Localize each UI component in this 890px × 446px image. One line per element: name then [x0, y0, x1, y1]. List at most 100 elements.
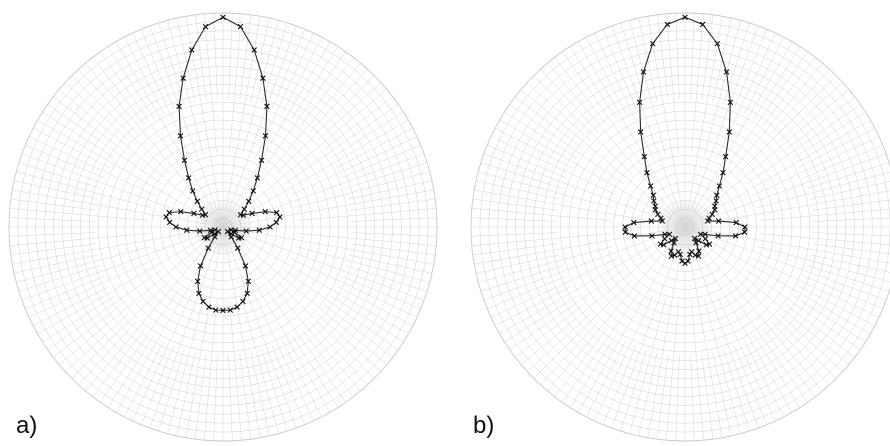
grid-spoke: [499, 235, 671, 335]
data-point-marker: [201, 234, 208, 241]
grid-spoke: [53, 305, 122, 358]
data-point-marker: [196, 290, 202, 297]
data-point-marker: [697, 231, 704, 238]
grid-spoke: [695, 239, 823, 392]
grid-spoke: [239, 14, 252, 100]
data-point-marker: [166, 219, 173, 226]
grid-spoke: [515, 305, 584, 358]
data-point-marker: [194, 278, 201, 285]
data-point-marker: [668, 237, 675, 244]
data-point-marker: [212, 307, 219, 313]
data-point-marker: [679, 258, 685, 264]
grid-spoke: [472, 198, 558, 211]
grid-spoke: [810, 181, 890, 200]
data-point-marker: [235, 235, 242, 241]
grid-spoke: [250, 352, 270, 436]
grid-spoke: [763, 57, 816, 126]
grid-spoke: [629, 20, 666, 155]
grid-spoke: [737, 279, 837, 379]
grid-spoke: [254, 294, 314, 422]
grid-spoke: [71, 75, 171, 175]
grid-spoke: [480, 265, 563, 292]
data-point-marker: [197, 263, 204, 269]
grid-spoke: [562, 288, 643, 403]
data-point-marker: [205, 245, 212, 251]
grid-spoke: [691, 301, 704, 441]
grid-spoke: [554, 57, 607, 126]
grid-spoke: [295, 171, 430, 208]
grid-spoke: [620, 349, 647, 432]
data-point-marker: [243, 228, 249, 234]
data-point-marker: [191, 210, 197, 217]
grid-spoke: [487, 144, 567, 179]
grid-spoke: [611, 25, 680, 211]
data-point-marker: [189, 188, 196, 194]
grid-spoke: [752, 136, 880, 196]
grid-spoke: [204, 13, 217, 153]
grid-spoke: [100, 51, 181, 166]
grid-spoke: [228, 25, 297, 211]
grid-spoke: [701, 153, 887, 222]
grid-spoke: [42, 295, 115, 343]
grid-spoke: [115, 241, 215, 413]
grid-spoke: [687, 243, 723, 438]
origin-shadow: [195, 199, 251, 255]
grid-spoke: [132, 32, 192, 160]
data-point-marker: [244, 290, 250, 297]
grid-spoke: [242, 299, 279, 434]
grid-spoke: [345, 265, 428, 292]
grid-spoke: [803, 144, 883, 179]
data-point-marker: [273, 219, 280, 226]
grid-spoke: [527, 313, 591, 372]
grid-spoke: [701, 232, 887, 301]
grid-spoke: [290, 258, 418, 318]
data-point-marker: [262, 208, 269, 215]
grid-spoke: [803, 275, 883, 310]
grid-spoke: [324, 96, 393, 149]
grid-spoke: [483, 232, 669, 301]
grid-spoke: [92, 57, 145, 126]
data-point-marker: [651, 198, 657, 204]
data-point-marker: [185, 175, 192, 181]
grid-spoke: [752, 258, 880, 318]
grid-spoke: [480, 162, 563, 189]
data-point-marker: [180, 75, 186, 81]
grid-spoke: [476, 180, 560, 200]
grid-spoke: [499, 119, 671, 219]
grid-spoke: [167, 299, 204, 434]
grid-spoke: [21, 232, 207, 301]
data-point-marker: [183, 227, 190, 233]
data-point-marker: [245, 278, 252, 285]
data-point-marker: [202, 211, 209, 218]
grid-spoke: [12, 229, 207, 265]
grid-spoke: [149, 25, 218, 211]
data-point-marker: [228, 234, 235, 240]
data-point-marker: [713, 192, 720, 199]
grid-spoke: [733, 29, 768, 109]
data-point-marker: [640, 69, 647, 75]
grid-spoke: [602, 345, 637, 425]
grid-spoke: [515, 96, 584, 149]
grid-spoke: [331, 295, 404, 343]
grid-spoke: [290, 136, 418, 196]
grid-spoke: [757, 171, 890, 208]
grid-spoke: [693, 241, 793, 413]
grid-spoke: [798, 128, 875, 168]
data-point-marker: [637, 129, 644, 135]
data-point-marker: [664, 21, 671, 28]
grid-spoke: [771, 69, 830, 133]
grid-spoke: [158, 22, 185, 105]
data-point-marker: [273, 209, 280, 216]
grid-spoke: [25, 144, 105, 179]
grid-spoke: [229, 301, 242, 441]
data-point-marker: [231, 229, 238, 236]
grid-spoke: [336, 286, 413, 326]
data-point-marker: [224, 228, 231, 235]
grid-spoke: [47, 269, 162, 350]
grid-spoke: [577, 41, 677, 213]
data-point-marker: [251, 47, 258, 53]
grid-spoke: [213, 13, 218, 99]
grid-spoke: [786, 96, 855, 149]
grid-spoke: [547, 239, 675, 392]
data-point-marker: [709, 211, 715, 218]
